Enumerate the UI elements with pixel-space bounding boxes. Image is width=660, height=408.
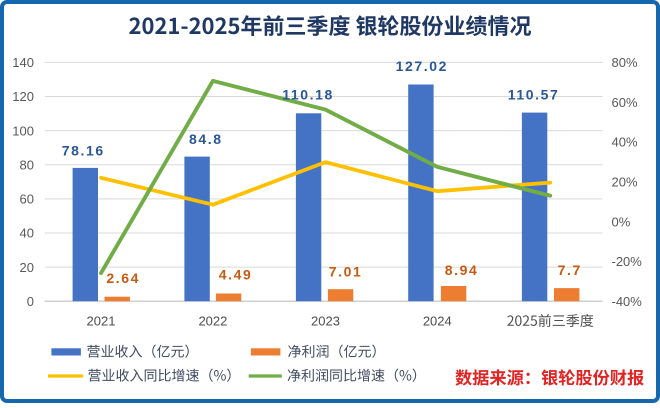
svg-text:40: 40 xyxy=(20,226,34,241)
svg-text:60%: 60% xyxy=(612,95,638,110)
svg-text:78.16: 78.16 xyxy=(62,142,105,158)
svg-text:0%: 0% xyxy=(612,214,631,229)
svg-text:84.8: 84.8 xyxy=(189,131,223,147)
svg-text:20: 20 xyxy=(20,260,34,275)
svg-text:2024: 2024 xyxy=(423,313,452,328)
svg-text:20%: 20% xyxy=(612,175,638,190)
svg-text:80: 80 xyxy=(20,157,34,172)
svg-text:2022: 2022 xyxy=(198,313,227,328)
svg-text:2023: 2023 xyxy=(311,313,340,328)
svg-text:7.7: 7.7 xyxy=(558,262,582,278)
svg-text:127.02: 127.02 xyxy=(396,58,448,74)
svg-text:60: 60 xyxy=(20,192,34,207)
svg-text:7.01: 7.01 xyxy=(329,263,363,279)
svg-text:120: 120 xyxy=(12,89,34,104)
svg-text:80%: 80% xyxy=(612,55,638,70)
svg-text:2021: 2021 xyxy=(87,313,116,328)
svg-text:0: 0 xyxy=(27,294,34,309)
svg-text:-20%: -20% xyxy=(612,254,643,269)
svg-text:8.94: 8.94 xyxy=(445,262,479,278)
svg-text:40%: 40% xyxy=(612,135,638,150)
svg-text:110.18: 110.18 xyxy=(282,87,334,103)
svg-text:110.57: 110.57 xyxy=(508,87,560,103)
svg-text:2.64: 2.64 xyxy=(106,270,140,286)
svg-text:140: 140 xyxy=(12,55,34,70)
svg-text:-40%: -40% xyxy=(612,294,643,309)
svg-text:100: 100 xyxy=(12,123,34,138)
svg-text:4.49: 4.49 xyxy=(219,267,253,283)
